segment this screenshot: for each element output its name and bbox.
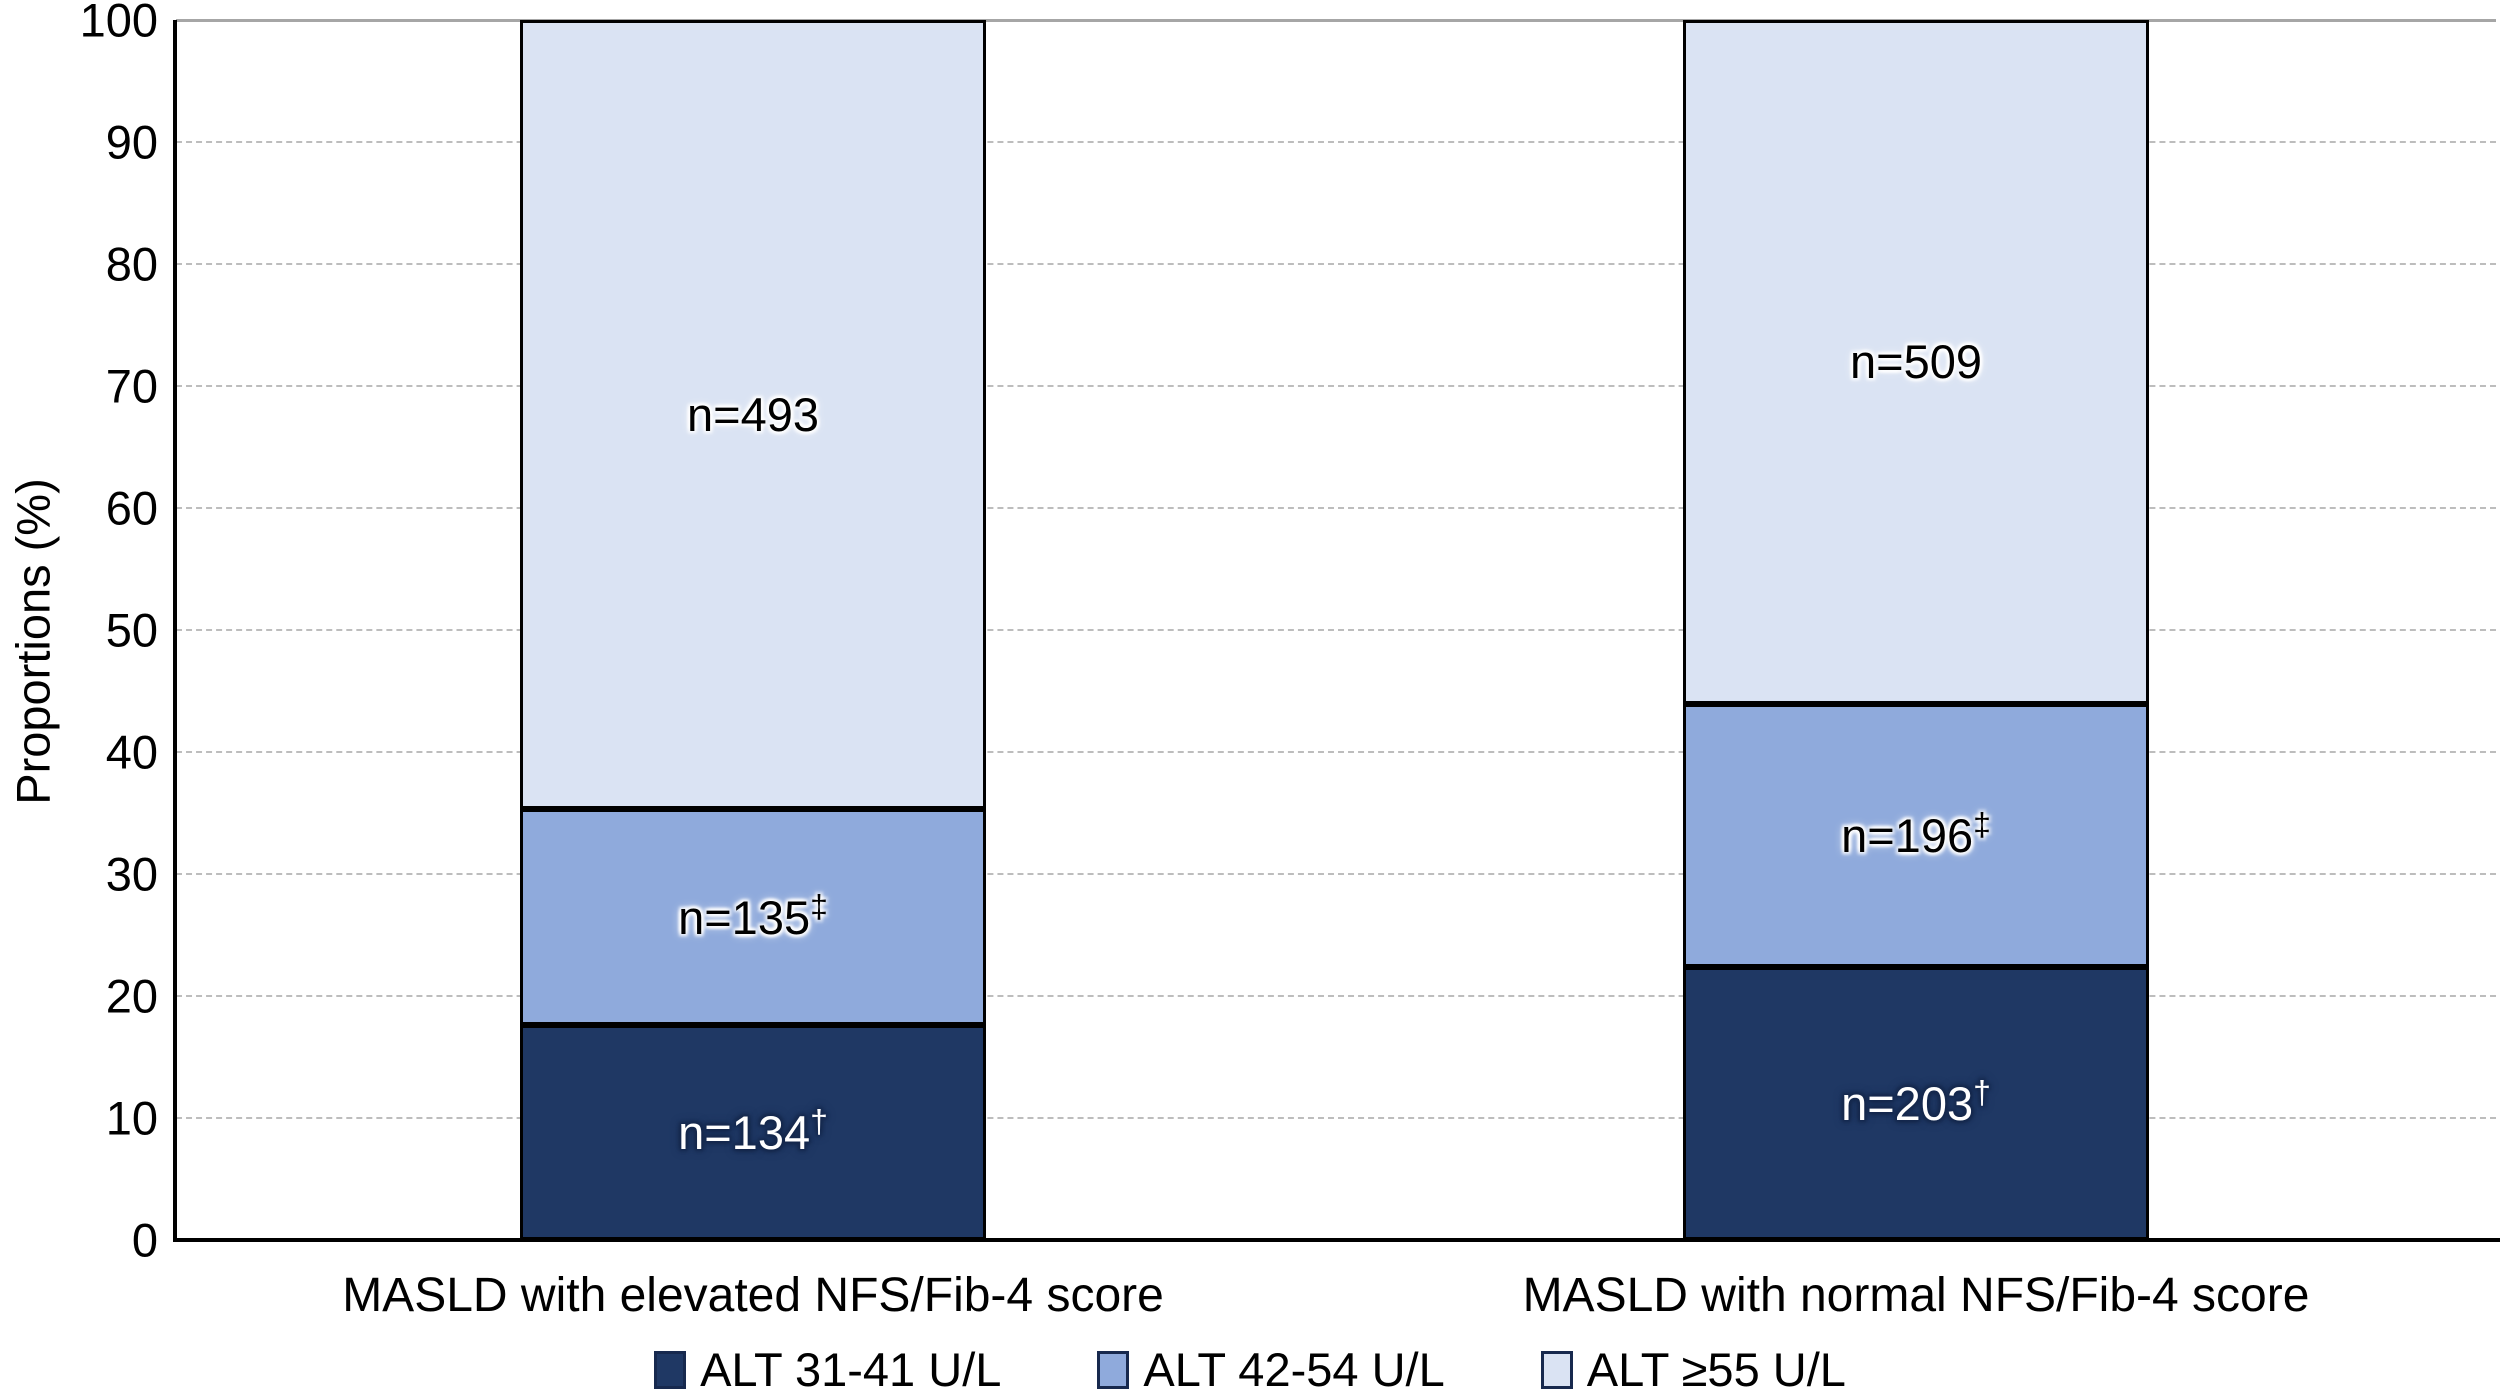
gridline [176,995,2496,997]
gridline [176,873,2496,875]
y-tick-label: 0 [131,1213,158,1267]
segment-label: n=196‡ [1841,806,1991,863]
y-tick-label: 40 [105,725,158,779]
bar-segment: n=134† [520,1025,986,1240]
y-tick-label: 90 [105,115,158,169]
legend-label: ALT ≥55 U/L [1586,1343,1846,1395]
legend-item: ALT ≥55 U/L [1540,1343,1846,1395]
gridline [176,19,2496,22]
bar-segment: n=493 [520,20,986,810]
legend-item: ALT 31-41 U/L [654,1346,1001,1393]
bar-segment: n=196‡ [1683,703,2149,968]
y-tick-label: 10 [105,1091,158,1145]
y-tick-label: 80 [105,237,158,291]
segment-label: n=203† [1841,1074,1991,1131]
category-label: MASLD with normal NFS/Fib-4 score [1522,1269,2310,1322]
x-axis-line [173,1238,2500,1242]
legend-swatch-icon [1097,1350,1130,1389]
legend-swatch-icon [1540,1350,1573,1389]
bar-segment: n=509 [1683,20,2149,704]
plot-area: n=134† n=135‡ n=493 n=203† n=196‡ n=509 [176,19,2496,1240]
gridline [176,1117,2496,1119]
gridline [176,629,2496,631]
gridline [176,751,2496,753]
y-tick-label: 30 [105,847,158,901]
bar: n=203† n=196‡ n=509 [1683,20,2149,1240]
segment-label: n=509 [1849,335,1982,389]
y-tick-label: 20 [105,969,158,1023]
y-tick-label: 50 [105,603,158,657]
legend-label: ALT 31-41 U/L [700,1343,1002,1395]
segment-label: n=493 [686,388,819,442]
legend-item: ALT 42-54 U/L [1097,1343,1445,1395]
segment-label: n=135‡ [678,888,828,944]
gridline [176,263,2496,265]
segment-label: n=134† [678,1103,828,1160]
category-label: MASLD with elevated NFS/Fib-4 score [342,1269,1164,1322]
gridline [176,141,2496,143]
gridline [176,385,2496,387]
y-tick-label: 70 [105,359,158,413]
y-axis-line [173,20,177,1241]
gridline [176,507,2496,509]
y-tick-label: 60 [105,481,158,535]
bar: n=134† n=135‡ n=493 [520,20,986,1240]
bar-segment: n=203† [1683,967,2149,1240]
legend: ALT 31-41 U/L ALT 42-54 U/L ALT ≥55 U/L [0,1346,2500,1393]
legend-label: ALT 42-54 U/L [1143,1343,1445,1395]
legend-swatch-icon [654,1350,687,1389]
bar-segment: n=135‡ [520,809,986,1026]
y-tick-label: 100 [79,0,158,47]
